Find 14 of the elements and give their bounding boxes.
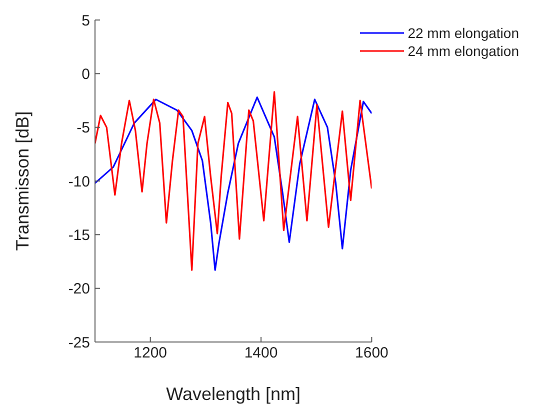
y-tick-label: 0	[82, 66, 90, 83]
x-axis-title: Wavelength [nm]	[166, 384, 301, 404]
y-tick-label: -15	[68, 226, 90, 244]
y-tick-label: -5	[76, 120, 90, 137]
y-tick-label: 5	[82, 12, 90, 30]
y-axis-title: Transmisson [dB]	[12, 111, 32, 251]
y-tick-label: -10	[68, 173, 90, 190]
x-tick-label: 1400	[244, 344, 278, 362]
x-tick-label: 1600	[355, 344, 388, 362]
x-tick-label: 1200	[134, 344, 168, 362]
legend-label: 22 mm elongation	[408, 24, 519, 42]
y-tick-label: -25	[68, 334, 90, 352]
legend-label: 24 mm elongation	[408, 42, 519, 60]
y-tick-label: -20	[68, 280, 90, 298]
